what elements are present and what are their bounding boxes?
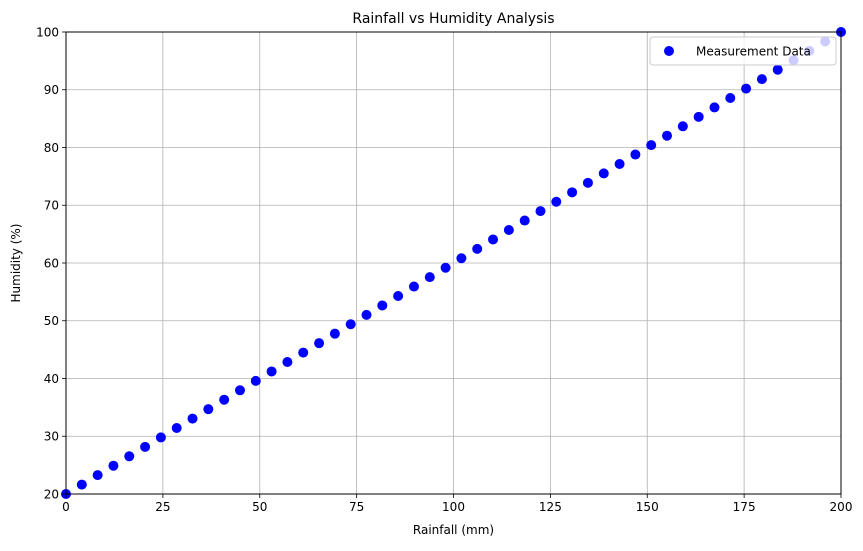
data-point <box>298 347 309 358</box>
data-point <box>662 130 673 141</box>
data-point <box>756 74 767 85</box>
data-point <box>693 111 704 122</box>
data-point <box>377 300 388 311</box>
legend-box <box>649 36 837 66</box>
data-point <box>171 422 182 433</box>
data-point <box>440 262 451 273</box>
data-point <box>646 140 657 151</box>
data-point <box>314 338 325 349</box>
data-point <box>614 159 625 170</box>
x-tick-label: 175 <box>733 500 756 514</box>
y-tick-label: 60 <box>44 256 59 270</box>
data-point <box>456 253 467 264</box>
x-tick-label: 200 <box>830 500 853 514</box>
data-point <box>741 83 752 94</box>
x-axis-label: Rainfall (mm) <box>413 523 494 537</box>
y-tick-label: 90 <box>44 83 59 97</box>
data-point <box>630 149 641 160</box>
data-point <box>535 206 546 217</box>
data-point <box>124 451 135 462</box>
y-tick-label: 30 <box>44 430 59 444</box>
x-tick-label: 125 <box>539 500 562 514</box>
data-point <box>488 234 499 245</box>
y-tick-label: 50 <box>44 314 59 328</box>
data-point <box>567 187 578 198</box>
data-point <box>677 121 688 132</box>
data-point <box>393 290 404 301</box>
data-point <box>266 366 277 377</box>
data-point <box>329 328 340 339</box>
data-point <box>250 375 261 386</box>
data-point <box>519 215 530 226</box>
data-point <box>187 413 198 424</box>
y-tick-label: 80 <box>44 141 59 155</box>
data-point <box>345 319 356 330</box>
y-tick-label: 70 <box>44 199 59 213</box>
x-tick-label: 100 <box>442 500 465 514</box>
data-point <box>772 64 783 75</box>
data-point <box>140 441 151 452</box>
y-axis-label: Humidity (%) <box>9 224 23 303</box>
data-point <box>76 479 87 490</box>
grid <box>65 31 842 495</box>
axis-ticks: 0 25 50 75 100 125 150 175 200 20 30 40 50 60 70 80 90 10… <box>36 25 852 514</box>
data-point <box>551 196 562 207</box>
legend-label: Measurement Data <box>696 45 811 59</box>
data-point <box>582 177 593 188</box>
data-point <box>219 394 230 405</box>
data-point <box>725 93 736 104</box>
legend-marker <box>664 46 674 56</box>
data-point <box>361 309 372 320</box>
data-point <box>92 470 103 481</box>
data-point <box>155 432 166 443</box>
y-tick-label: 20 <box>44 487 59 501</box>
chart-title: Rainfall vs Humidity Analysis <box>352 11 554 27</box>
y-tick-label: 100 <box>36 25 59 39</box>
y-tick-label: 40 <box>44 372 59 386</box>
data-point <box>234 385 245 396</box>
data-point <box>709 102 720 113</box>
data-point <box>282 356 293 367</box>
x-tick-label: 25 <box>155 500 170 514</box>
legend: Measurement Data <box>649 36 837 66</box>
data-point <box>108 460 119 471</box>
x-tick-label: 150 <box>636 500 659 514</box>
x-tick-label: 0 <box>62 500 70 514</box>
data-point <box>424 272 435 283</box>
data-point <box>203 404 214 415</box>
data-point <box>408 281 419 292</box>
data-point <box>472 243 483 254</box>
x-tick-label: 75 <box>349 500 364 514</box>
x-tick-label: 50 <box>252 500 267 514</box>
data-point <box>598 168 609 179</box>
data-point <box>503 225 514 236</box>
